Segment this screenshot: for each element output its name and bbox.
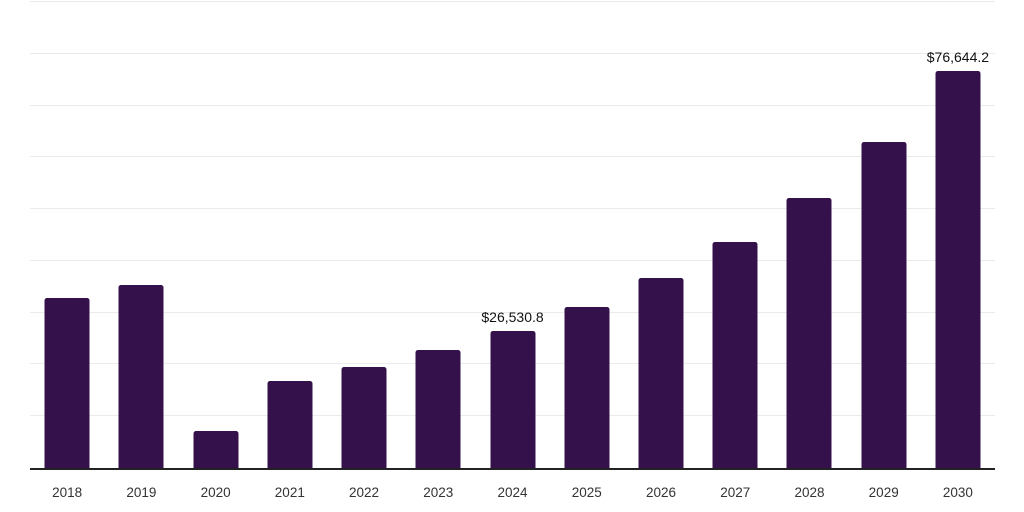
- x-tick-label-2027: 2027: [720, 485, 751, 500]
- bar-slot-2021: [253, 2, 327, 468]
- bar-slot-2027: [698, 2, 772, 468]
- bar-2023: [415, 350, 461, 468]
- x-tick-label-2024: 2024: [497, 485, 528, 500]
- x-tick-label-2022: 2022: [349, 485, 380, 500]
- bar-value-label-2024: $26,530.8: [481, 308, 544, 325]
- bar-slot-2029: [847, 2, 921, 468]
- gridline-50000: [30, 208, 995, 210]
- bars-row: $26,530.8 $76,644.2: [30, 2, 995, 468]
- bar-2020: [193, 430, 239, 468]
- x-tick-label-2020: 2020: [200, 485, 231, 500]
- x-tick-label-2028: 2028: [794, 485, 825, 500]
- bar-2029: [861, 142, 907, 468]
- x-tick-label-2026: 2026: [645, 485, 677, 500]
- bar-2024: [490, 330, 536, 468]
- gridline-60000: [30, 156, 995, 158]
- bar-2028: [786, 197, 832, 468]
- x-axis-tick-labels: 2018 2019 2020 2021 2022 2023 2024 2025 2026 2027…: [30, 485, 995, 501]
- bar-slot-2018: [30, 2, 104, 468]
- bar-slot-2025: [550, 2, 624, 468]
- gridline-40000: [30, 259, 995, 261]
- x-axis-line: [30, 467, 995, 470]
- bar-2025: [564, 306, 610, 468]
- x-tick-label-2030: 2030: [942, 485, 973, 500]
- bar-slot-2024: $26,530.8: [475, 2, 549, 468]
- bar-value-label-2030: $76,644.2: [926, 49, 990, 66]
- x-tick-label-2019: 2019: [126, 485, 157, 500]
- gridline-80000: [30, 52, 995, 54]
- bar-2030: [935, 71, 981, 468]
- bar-slot-2030: $76,644.2: [921, 2, 995, 468]
- gridline-90000: [30, 1, 995, 2]
- bar-slot-2028: [772, 2, 846, 468]
- bar-slot-2026: [624, 2, 698, 468]
- x-tick-label-2021: 2021: [274, 485, 305, 500]
- bar-2027: [712, 242, 758, 468]
- bar-slot-2020: [178, 2, 252, 468]
- x-tick-label-2018: 2018: [52, 485, 83, 500]
- bar-2018: [44, 297, 90, 468]
- plot-area: $26,530.8 $76,644.2: [30, 1, 995, 468]
- bar-slot-2019: [104, 2, 178, 468]
- x-tick-label-2023: 2023: [423, 485, 454, 500]
- bar-2026: [638, 277, 684, 468]
- bar-2021: [267, 380, 313, 468]
- bar-2019: [118, 284, 164, 468]
- bar-slot-2023: [401, 2, 475, 468]
- bar-slot-2022: [327, 2, 401, 468]
- bar-2022: [341, 366, 387, 468]
- x-tick-label-2029: 2029: [868, 485, 899, 500]
- x-tick-label-2025: 2025: [571, 485, 602, 500]
- gridline-70000: [30, 104, 995, 106]
- gridline-30000: [30, 311, 995, 313]
